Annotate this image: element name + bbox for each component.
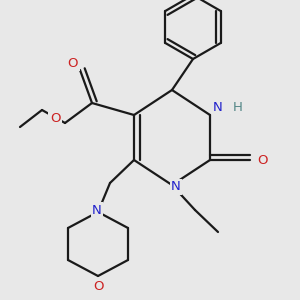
Text: O: O (93, 280, 103, 292)
Text: O: O (68, 56, 78, 70)
Text: H: H (233, 101, 243, 115)
Text: O: O (50, 112, 60, 125)
Text: N: N (213, 101, 223, 115)
Text: N: N (171, 181, 181, 194)
Text: N: N (92, 203, 102, 217)
Text: O: O (257, 154, 267, 166)
